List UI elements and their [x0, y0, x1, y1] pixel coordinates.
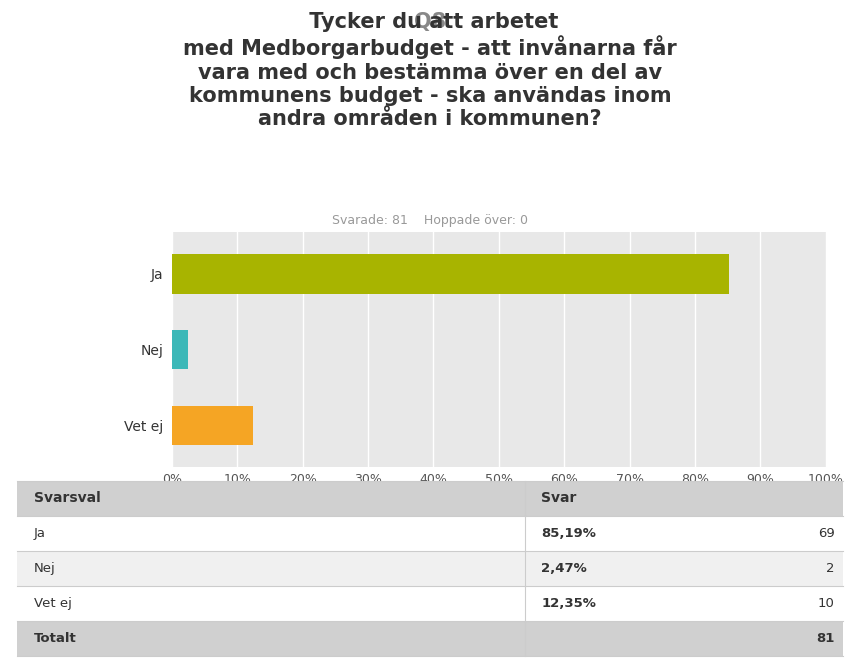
- Text: Totalt: Totalt: [34, 633, 77, 645]
- Text: 2,47%: 2,47%: [542, 562, 587, 575]
- Bar: [17, 621, 843, 656]
- Text: Svarsval: Svarsval: [34, 491, 101, 505]
- Text: 12,35%: 12,35%: [542, 597, 596, 610]
- Bar: [17, 551, 843, 586]
- Text: Ja: Ja: [34, 527, 46, 540]
- Text: Tycker du att arbetet
med Medborgarbudget - att invånarna får
vara med och bestä: Tycker du att arbetet med Medborgarbudge…: [183, 11, 677, 129]
- Text: Svar: Svar: [542, 491, 577, 505]
- Text: Nej: Nej: [34, 562, 55, 575]
- Text: 10: 10: [818, 597, 834, 610]
- Bar: [172, 406, 253, 446]
- Bar: [17, 516, 843, 551]
- Text: Vet ej: Vet ej: [34, 597, 71, 610]
- Text: Svarade: 81    Hoppade över: 0: Svarade: 81 Hoppade över: 0: [332, 214, 528, 227]
- Bar: [172, 254, 728, 294]
- Bar: [17, 586, 843, 621]
- Text: 85,19%: 85,19%: [542, 527, 596, 540]
- Text: 2: 2: [826, 562, 834, 575]
- Text: Q8: Q8: [414, 11, 446, 32]
- Bar: [172, 330, 188, 369]
- Text: 69: 69: [818, 527, 834, 540]
- Text: 81: 81: [816, 633, 834, 645]
- Bar: [17, 481, 843, 516]
